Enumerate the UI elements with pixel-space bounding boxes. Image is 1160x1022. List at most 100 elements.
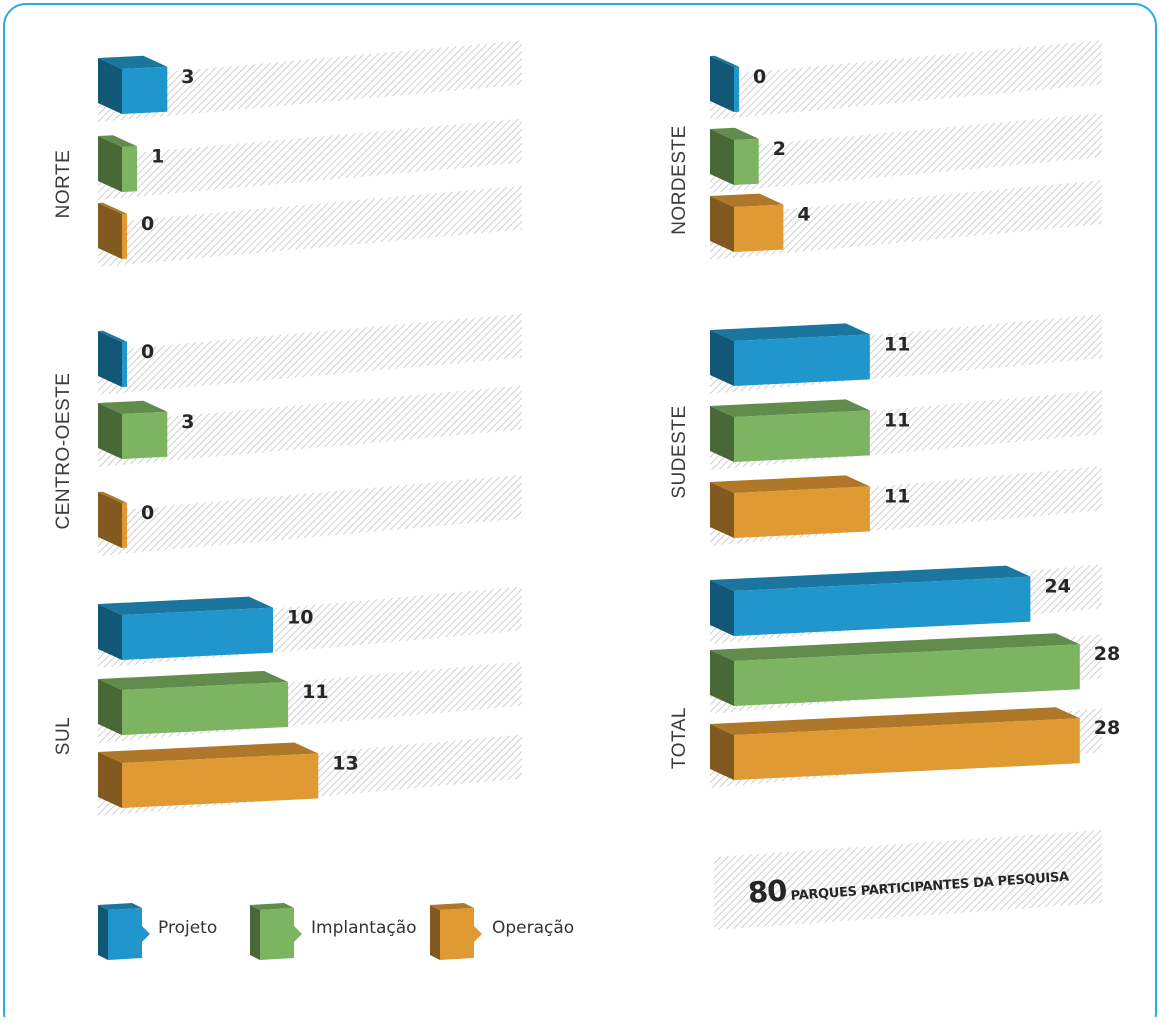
value-label-sudeste-operacao: 11 [884, 485, 910, 507]
bar-side-total-implantacao [710, 650, 734, 706]
bar-side-centro-oeste-operacao [98, 492, 122, 548]
bar-front-centro-oeste-projeto [122, 341, 127, 387]
bar-front-norte-implantacao [122, 146, 138, 192]
region-label-norte: NORTE [53, 149, 74, 219]
value-label-centro-oeste-operacao: 0 [141, 502, 154, 524]
bar-side-sul-projeto [98, 604, 122, 660]
value-label-nordeste-implantacao: 2 [773, 138, 786, 160]
bar-centro-oeste-implantacao [98, 400, 168, 459]
legend-swatch-projeto [98, 903, 150, 960]
bar-front-nordeste-operacao [734, 204, 784, 252]
region-label-nordeste: NORDESTE [669, 125, 690, 235]
bar-nordeste-projeto [710, 55, 739, 112]
bar-front-nordeste-projeto [734, 66, 739, 112]
total-caption-number: 80 [746, 873, 788, 910]
bar-total-implantacao [710, 633, 1080, 706]
region-label-total: TOTAL [669, 707, 690, 769]
track-norte-projeto [98, 40, 522, 122]
bar-side-sul-implantacao [98, 679, 122, 735]
track-centro-oeste-implantacao [98, 385, 522, 467]
value-label-total-implantacao: 28 [1094, 643, 1120, 665]
bar-total-operacao [710, 707, 1080, 780]
track-norte-operacao [98, 185, 522, 267]
bar-norte-operacao [98, 202, 127, 259]
bar-front-centro-oeste-implantacao [122, 411, 168, 459]
value-label-norte-implantacao: 1 [151, 145, 164, 167]
bar-centro-oeste-projeto [98, 330, 127, 387]
bar-front-norte-projeto [122, 66, 168, 114]
bar-top-sul-implantacao [98, 670, 289, 690]
bar-top-nordeste-projeto [710, 55, 739, 67]
bar-side-norte-implantacao [98, 136, 122, 192]
legend-swatch-implantacao [250, 903, 302, 960]
region-label-sul: SUL [53, 716, 74, 756]
bar-sul-projeto [98, 596, 273, 660]
bar-top-total-operacao [710, 707, 1080, 735]
bar-side-norte-projeto [98, 58, 122, 114]
legend-label-projeto: Projeto [158, 918, 218, 938]
bar-top-sul-projeto [98, 596, 273, 615]
bar-side-norte-operacao [98, 203, 122, 259]
bar-front-nordeste-implantacao [734, 138, 759, 185]
bar-front-centro-oeste-operacao [122, 502, 127, 548]
bar-nordeste-implantacao [710, 127, 759, 185]
bar-side-sudeste-projeto [710, 330, 734, 386]
bar-norte-implantacao [98, 135, 138, 192]
value-label-nordeste-projeto: 0 [753, 66, 766, 88]
bar-front-total-operacao [734, 718, 1080, 780]
value-label-norte-projeto: 3 [181, 66, 194, 88]
value-label-centro-oeste-implantacao: 3 [181, 411, 194, 433]
bar-total-projeto [710, 565, 1031, 636]
bar-norte-projeto [98, 55, 168, 114]
bar-top-norte-implantacao [98, 135, 138, 147]
bar-side-total-operacao [710, 724, 734, 780]
bar-top-norte-projeto [98, 55, 168, 69]
track-norte-implantacao [98, 118, 522, 200]
value-label-sul-projeto: 10 [287, 607, 313, 629]
value-label-sul-implantacao: 11 [302, 681, 328, 703]
region-label-centro-oeste: CENTRO-OESTE [53, 372, 74, 530]
bar-centro-oeste-operacao [98, 491, 127, 548]
value-label-total-operacao: 28 [1094, 717, 1120, 739]
bar-top-centro-oeste-implantacao [98, 400, 168, 414]
bar-top-centro-oeste-projeto [98, 330, 127, 342]
bar-top-sudeste-implantacao [710, 399, 870, 417]
bar-top-sul-operacao [98, 742, 319, 763]
track-centro-oeste-operacao [98, 474, 522, 556]
bar-front-total-projeto [734, 576, 1031, 636]
bar-top-centro-oeste-operacao [98, 491, 127, 503]
legend-swatch-operacao [430, 903, 482, 960]
track-centro-oeste-projeto [98, 313, 522, 395]
bar-side-nordeste-projeto [710, 56, 734, 112]
value-label-sudeste-projeto: 11 [884, 333, 910, 355]
bar-top-nordeste-operacao [710, 193, 784, 207]
bar-top-total-implantacao [710, 633, 1080, 661]
bar-sudeste-implantacao [710, 399, 870, 462]
value-label-nordeste-operacao: 4 [797, 204, 810, 226]
bar-side-nordeste-implantacao [710, 129, 734, 185]
bar-top-sudeste-projeto [710, 323, 870, 341]
legend-label-operacao: Operação [492, 918, 575, 938]
value-label-sudeste-implantacao: 11 [884, 409, 910, 431]
bar-front-sul-projeto [122, 607, 273, 660]
track-nordeste-implantacao [710, 113, 1102, 193]
bar-top-sudeste-operacao [710, 475, 870, 493]
track-nordeste-operacao [710, 180, 1102, 260]
bar-side-centro-oeste-implantacao [98, 403, 122, 459]
bar-front-sudeste-projeto [734, 334, 870, 386]
region-label-sudeste: SUDESTE [669, 405, 690, 499]
bar-front-norte-operacao [122, 213, 127, 259]
bar-sul-operacao [98, 742, 319, 808]
bar-top-nordeste-implantacao [710, 127, 759, 140]
bar-front-sudeste-operacao [734, 486, 870, 538]
bar-sudeste-projeto [710, 323, 870, 386]
bar-side-sudeste-implantacao [710, 406, 734, 462]
bar-side-sul-operacao [98, 752, 122, 808]
bar-nordeste-operacao [710, 193, 784, 252]
value-label-total-projeto: 24 [1044, 576, 1070, 598]
bar-front-sul-operacao [122, 753, 319, 808]
bar-side-centro-oeste-projeto [98, 331, 122, 387]
track-nordeste-projeto [710, 40, 1102, 120]
